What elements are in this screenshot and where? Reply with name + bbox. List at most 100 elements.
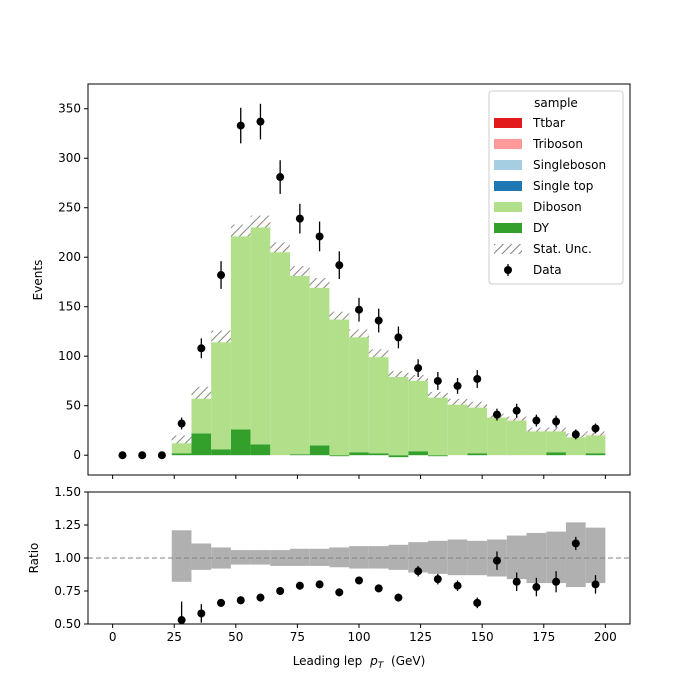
ratio-point bbox=[571, 539, 580, 548]
ratio-point bbox=[473, 598, 482, 607]
ratio-point bbox=[295, 581, 304, 590]
bar-dy bbox=[349, 452, 369, 456]
data-point bbox=[453, 381, 462, 390]
ratio-point bbox=[256, 593, 265, 602]
ratio-unc-band-bin bbox=[368, 546, 389, 569]
bar-dy bbox=[427, 455, 448, 457]
stat-unc-hatch bbox=[506, 416, 527, 421]
data-point bbox=[217, 271, 226, 280]
x-tick-label: 0 bbox=[109, 630, 117, 644]
bar-diboson bbox=[211, 337, 231, 450]
data-point bbox=[295, 214, 304, 223]
bar-diboson bbox=[467, 405, 488, 454]
ratio-y-tick-label: 1.25 bbox=[54, 518, 81, 532]
legend-label-single-top: Single top bbox=[533, 179, 593, 193]
stat-unc-hatch bbox=[250, 215, 271, 228]
stat-unc-hatch bbox=[447, 398, 468, 405]
ratio-point bbox=[177, 616, 186, 624]
x-tick-label: 25 bbox=[167, 630, 182, 644]
ratio-unc-band-bin bbox=[309, 548, 330, 566]
legend-label-stat-unc-: Stat. Unc. bbox=[533, 242, 592, 256]
ratio-y-tick-label: 1.50 bbox=[54, 485, 81, 499]
data-point bbox=[492, 410, 501, 419]
bar-diboson bbox=[447, 402, 468, 456]
data-point bbox=[512, 406, 521, 415]
stat-unc-hatch bbox=[171, 435, 192, 444]
ratio-unc-band-bin bbox=[329, 547, 350, 568]
legend-swatch-ttbar bbox=[494, 118, 522, 128]
legend-swatch-stat-unc- bbox=[494, 244, 522, 254]
ratio-unc-band-bin bbox=[171, 530, 192, 582]
legend-title: sample bbox=[534, 96, 578, 110]
bar-diboson bbox=[546, 430, 566, 453]
data-point bbox=[591, 424, 600, 433]
x-axis-label-symbol: p bbox=[369, 654, 378, 668]
stat-unc-hatch bbox=[230, 224, 251, 237]
ratio-point bbox=[591, 580, 600, 589]
bar-dy bbox=[585, 453, 606, 456]
ratio-unc-band-bin bbox=[349, 546, 369, 569]
ratio-point bbox=[552, 577, 561, 586]
ratio-unc-band-bin bbox=[506, 535, 527, 580]
bar-diboson bbox=[230, 232, 251, 430]
ratio-point bbox=[374, 584, 383, 593]
legend-box bbox=[488, 90, 624, 285]
main-y-tick-label: 200 bbox=[58, 250, 81, 264]
ratio-point bbox=[276, 587, 285, 595]
data-point bbox=[433, 376, 442, 385]
ratio-point bbox=[315, 580, 324, 589]
ratio-unc-band-bin bbox=[546, 531, 566, 584]
stat-unc-hatch bbox=[546, 427, 566, 432]
ratio-y-ticks: 0.50 0.75 1.00 1.25 1.50 bbox=[54, 485, 88, 631]
stat-unc-hatch bbox=[526, 427, 547, 432]
main-y-tick-label: 250 bbox=[58, 201, 81, 215]
bar-diboson bbox=[329, 315, 350, 456]
ratio-x-ticks: 0 25 50 75 100 125 150 175 200 bbox=[109, 624, 617, 644]
legend-label-singleboson: Singleboson bbox=[533, 158, 606, 172]
legend-label-triboson: Triboson bbox=[532, 137, 583, 151]
ratio-unc-band-bin bbox=[250, 550, 271, 565]
main-y-tick-label: 100 bbox=[58, 349, 81, 363]
bar-diboson bbox=[526, 430, 547, 456]
legend-label-data: Data bbox=[533, 263, 562, 277]
legend-label-ttbar: Ttbar bbox=[532, 116, 565, 130]
bar-dy bbox=[230, 429, 251, 456]
bar-diboson bbox=[250, 224, 271, 445]
ratio-unc-band bbox=[171, 522, 606, 588]
stat-unc-hatch bbox=[329, 311, 350, 320]
bar-diboson bbox=[368, 354, 389, 454]
main-y-tick-label: 50 bbox=[66, 399, 81, 413]
data-point bbox=[177, 419, 186, 428]
ratio-data-points bbox=[177, 536, 600, 624]
ratio-unc-band-bin bbox=[565, 522, 586, 588]
main-y-tick-label: 300 bbox=[58, 151, 81, 165]
data-point bbox=[138, 451, 147, 460]
bar-dy bbox=[171, 453, 192, 456]
ratio-point bbox=[453, 581, 462, 590]
data-point bbox=[315, 232, 324, 241]
ratio-point bbox=[394, 593, 403, 602]
stat-unc-hatch bbox=[211, 330, 231, 343]
legend-label-diboson: Diboson bbox=[533, 200, 582, 214]
ratio-point bbox=[197, 609, 206, 618]
stat-unc-hatch bbox=[427, 391, 448, 398]
data-point bbox=[335, 261, 344, 270]
x-tick-label: 50 bbox=[228, 630, 243, 644]
data-point bbox=[157, 451, 166, 460]
bar-diboson bbox=[388, 373, 409, 456]
ratio-point bbox=[433, 575, 442, 584]
ratio-point bbox=[355, 576, 363, 585]
data-point bbox=[473, 374, 482, 383]
main-y-axis-label: Events bbox=[31, 260, 45, 301]
bar-dy bbox=[388, 455, 409, 458]
legend-swatch-single-top bbox=[494, 181, 522, 191]
stat-unc-hatch bbox=[290, 266, 310, 277]
stat-unc-hatch bbox=[388, 371, 409, 378]
legend-swatch-triboson bbox=[494, 139, 522, 149]
bar-diboson bbox=[585, 435, 606, 454]
ratio-point bbox=[532, 583, 541, 592]
data-point bbox=[118, 451, 127, 460]
ratio-unc-band-bin bbox=[290, 548, 310, 566]
ratio-point bbox=[217, 598, 226, 607]
